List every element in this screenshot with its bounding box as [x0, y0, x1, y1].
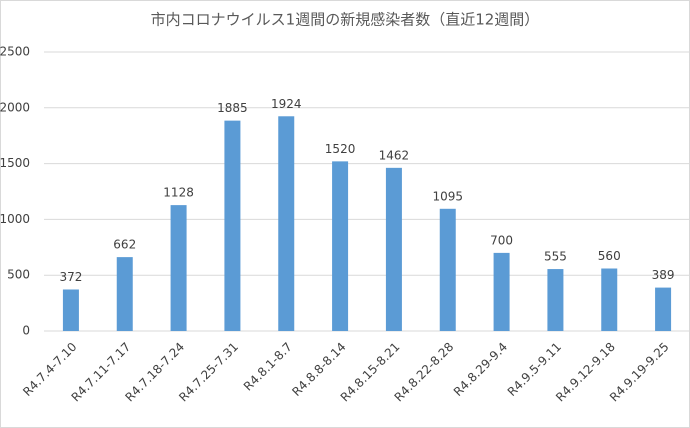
- bar: [385, 167, 402, 331]
- data-label: 1885: [217, 101, 248, 115]
- data-label: 389: [652, 268, 675, 282]
- y-tick-label: 0: [22, 324, 30, 338]
- data-label: 555: [544, 250, 567, 264]
- bar: [601, 268, 618, 331]
- bar: [224, 120, 241, 331]
- y-tick-label: 2000: [0, 100, 30, 114]
- y-tick-label: 1500: [0, 156, 30, 170]
- data-label: 700: [490, 233, 513, 247]
- data-label: 560: [598, 249, 621, 263]
- data-label: 372: [59, 270, 82, 284]
- bar: [62, 289, 79, 331]
- y-tick-label: 1000: [0, 212, 30, 226]
- bar: [547, 269, 564, 331]
- bar: [278, 116, 295, 331]
- data-label: 1924: [271, 97, 302, 111]
- bar: [493, 252, 510, 331]
- data-label: 1095: [432, 189, 463, 203]
- data-label: 1128: [163, 186, 194, 200]
- bar: [116, 257, 133, 331]
- y-tick-label: 2500: [0, 45, 30, 59]
- bar: [439, 208, 456, 331]
- data-label: 1462: [379, 148, 410, 162]
- bar: [332, 161, 349, 331]
- chart-title: 市内コロナウイルス1週間の新規感染者数（直近12週間）: [151, 11, 540, 29]
- data-label: 662: [113, 238, 136, 252]
- bar: [655, 287, 672, 331]
- bar: [170, 205, 187, 331]
- data-label: 1520: [325, 142, 356, 156]
- y-tick-label: 500: [7, 268, 30, 282]
